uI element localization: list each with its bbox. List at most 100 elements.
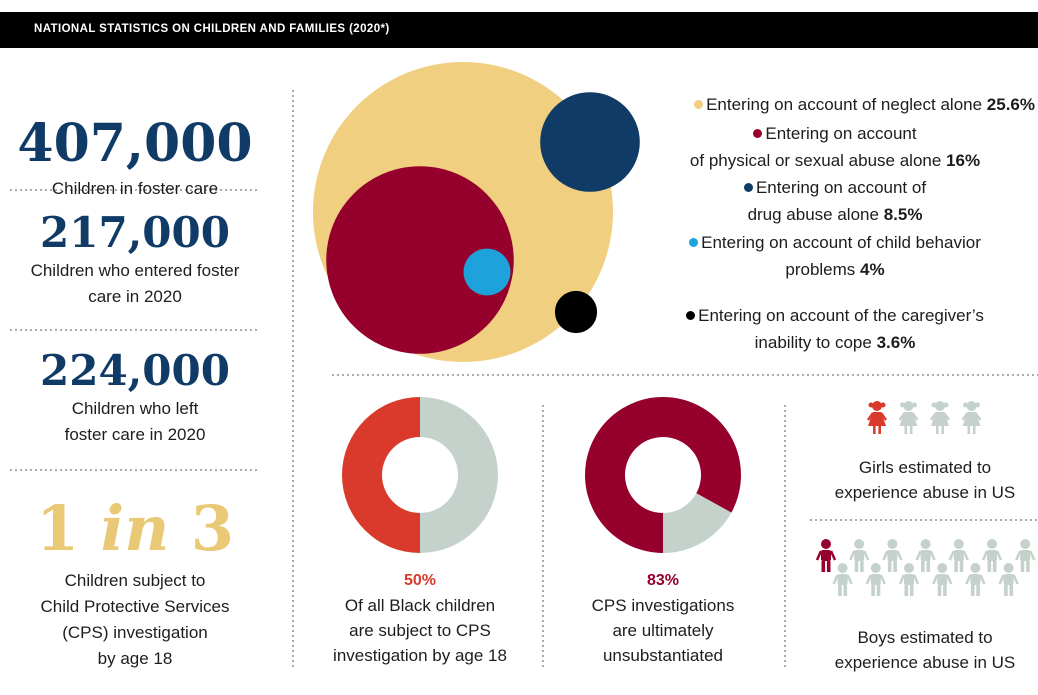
donut-caption: 50% Of all Black children are subject to C… — [300, 568, 540, 668]
icon-pigtail — [880, 402, 886, 408]
legend-label: of physical or sexual abuse alone — [689, 151, 942, 170]
icon-arms — [832, 574, 853, 585]
icon-arms — [865, 574, 886, 585]
pictogram-icon — [865, 563, 886, 596]
legend-item: Entering on account of the caregiver’s in… — [635, 302, 1035, 356]
legend-item: Entering on account of drug abuse alone 8… — [635, 174, 1035, 228]
pictogram-caption: Girls estimated to experience abuse in US — [812, 455, 1038, 505]
legend-item: Entering on account of child behavior pro… — [635, 229, 1035, 283]
icon-leg — [954, 561, 958, 572]
icon-leg — [1026, 561, 1030, 572]
donut-value: 50% — [403, 572, 437, 589]
legend-line: of physical or sexual abuse alone 16% — [635, 147, 1035, 174]
donut-line: investigation by age 18 — [333, 646, 507, 665]
icon-leg — [936, 426, 939, 434]
pictogram-icon — [961, 401, 982, 434]
icon-head — [821, 539, 831, 549]
donut-line: are subject to CPS — [349, 621, 491, 640]
legend-line: Entering on account of — [635, 174, 1035, 201]
stat-line: Children in foster care — [51, 179, 219, 198]
icon-leg — [926, 561, 931, 572]
icon-head — [937, 563, 948, 573]
legend-label: Entering on account of neglect alone — [706, 95, 983, 114]
icon-leg — [941, 426, 944, 434]
icon-pigtail — [912, 402, 917, 408]
icon-arms — [898, 574, 920, 585]
icon-head — [987, 539, 997, 549]
legend-label: Entering on account of the caregiver’s — [698, 306, 984, 325]
stat: 1 in 3 Children subject to Child Protect… — [0, 498, 270, 672]
icon-head — [870, 563, 881, 573]
icon-arms — [998, 574, 1019, 585]
legend-dot — [694, 100, 704, 109]
icon-pigtail — [868, 402, 874, 408]
stat-line: care in 2020 — [88, 287, 182, 306]
icon-leg — [843, 585, 848, 596]
icon-arms — [1015, 550, 1036, 561]
stat: 217,000 Children who entered foster care… — [0, 212, 270, 310]
donut-line: CPS investigations — [591, 596, 735, 615]
legend-dot — [686, 311, 696, 320]
icon-leg — [987, 561, 992, 572]
icon-arms — [948, 550, 969, 561]
icon-leg — [959, 561, 964, 572]
icon-leg — [826, 561, 831, 572]
icon-body — [970, 574, 981, 585]
donut-caption: 83% CPS investigations are ultimately unsub… — [543, 568, 783, 668]
donut-value: 83% — [646, 572, 680, 589]
icon-head — [970, 563, 981, 573]
pictogram-icon — [849, 539, 870, 572]
icon-leg — [909, 585, 914, 596]
value-label: 8.5% — [883, 205, 923, 224]
legend-label: Entering on account — [765, 124, 917, 143]
legend-dot — [753, 129, 763, 138]
legend-item: Entering on account of physical or sexual… — [635, 120, 1035, 174]
icon-leg — [873, 426, 876, 434]
legend-label: inability to cope — [754, 333, 872, 352]
icon-leg — [871, 585, 875, 596]
pictogram-line: Girls estimated to — [858, 458, 992, 477]
icon-arms — [981, 550, 1003, 561]
icon-pigtail — [900, 402, 905, 408]
icon-body — [937, 574, 948, 585]
pictogram-line: Boys estimated to — [857, 628, 993, 647]
legend-line: Entering on account of child behavior — [635, 229, 1035, 256]
icon-head — [1003, 563, 1014, 573]
donut-rest — [420, 397, 498, 553]
legend-label: problems — [785, 260, 856, 279]
stat-value: 407,000 — [17, 113, 253, 174]
pictogram-icon — [898, 401, 919, 434]
icon-arms — [915, 550, 936, 561]
stat: 224,000 Children who left foster care in… — [0, 350, 270, 448]
icon-leg — [943, 585, 947, 596]
icon-leg — [992, 561, 997, 572]
legend-line: Entering on account of the caregiver’s — [635, 302, 1035, 329]
icon-body — [870, 574, 881, 585]
value-label: 25.6% — [986, 95, 1035, 114]
stat-value: 1 in 3 — [0, 498, 270, 560]
icon-arms — [849, 550, 870, 561]
icon-body — [821, 550, 831, 561]
icon-body — [920, 550, 931, 561]
icon-head — [837, 563, 848, 573]
pictogram-icon — [898, 563, 920, 596]
legend-dot — [689, 238, 699, 247]
stat-value: 224,000 — [40, 346, 230, 395]
stat-line: Children who left — [71, 399, 199, 418]
donut-rest — [663, 493, 732, 553]
pictogram-icon — [815, 539, 837, 572]
stat-line: Children who entered foster — [30, 261, 240, 280]
bubble — [326, 166, 514, 354]
icon-head — [920, 539, 931, 549]
pictogram-icon — [981, 539, 1003, 572]
icon-pigtail — [963, 402, 968, 408]
legend-label: Entering on account of — [755, 178, 927, 197]
legend-line: Entering on account of neglect alone 25.… — [635, 91, 1035, 118]
icon-leg — [854, 561, 859, 572]
icon-body — [904, 574, 914, 585]
header-title: NATIONAL STATISTICS ON CHILDREN AND FAMI… — [34, 23, 390, 35]
icon-arms — [898, 412, 919, 421]
stat-value-part: 3 — [190, 492, 235, 565]
legend-line: inability to cope 3.6% — [635, 329, 1035, 356]
pictogram-line: experience abuse in US — [834, 483, 1016, 502]
